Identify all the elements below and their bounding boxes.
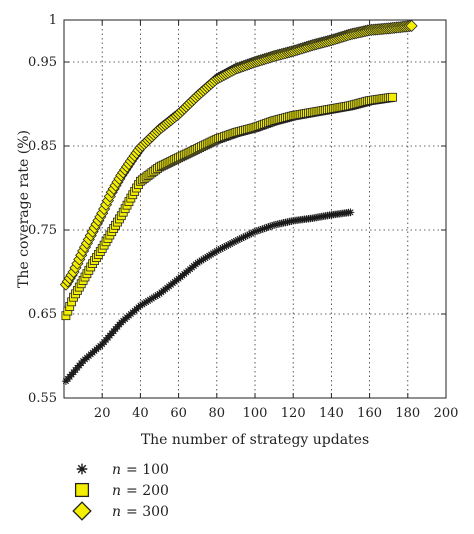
- series-n100-marker: [148, 294, 156, 303]
- series-n300: [59, 19, 418, 291]
- series-n100-marker: [232, 237, 240, 245]
- series-n100-marker: [197, 256, 206, 265]
- x-tick-label: 200: [434, 406, 459, 421]
- series-n100-marker: [226, 240, 234, 248]
- series-n100-marker: [136, 301, 145, 310]
- series-n100-marker: [199, 255, 208, 264]
- data-series: [59, 19, 418, 385]
- y-tick-label: 1: [49, 13, 57, 28]
- x-tick-label: 40: [132, 406, 149, 421]
- series-n100-marker: [209, 249, 217, 258]
- legend-label: n = 200: [112, 483, 169, 499]
- series-n100-marker: [220, 243, 229, 251]
- series-n100-marker: [251, 227, 259, 236]
- series-n100-marker: [205, 251, 213, 260]
- legend-value: = 100: [126, 462, 169, 478]
- axis-ticks: 20 40 60 80 100 120 140 160 180 200 0.55 0.65 0.75 0.…: [28, 13, 458, 421]
- x-tick-label: 20: [94, 406, 111, 421]
- legend-variable: n: [112, 483, 121, 499]
- series-n100-marker: [249, 228, 257, 237]
- series-n100-marker: [214, 246, 223, 254]
- x-axis-title: The number of strategy updates: [141, 432, 369, 448]
- series-n100-marker: [258, 225, 267, 233]
- legend-marker: [76, 463, 88, 475]
- legend-value: = 200: [126, 483, 169, 499]
- legend-entry-n100: n = 100: [76, 462, 169, 478]
- y-tick-label: 0.75: [28, 223, 57, 238]
- legend-label: n = 100: [112, 462, 169, 478]
- x-tick-label: 60: [170, 406, 187, 421]
- legend-entry-n200: n = 200: [74, 482, 169, 499]
- series-n200: [61, 92, 397, 321]
- y-tick-label: 0.85: [28, 139, 57, 154]
- legend-marker: [74, 482, 90, 498]
- x-tick-label: 100: [243, 406, 268, 421]
- series-n100-marker: [149, 293, 158, 302]
- series-n100-marker: [140, 299, 149, 308]
- series-n100-marker: [237, 234, 246, 242]
- legend-entry-n300: n = 300: [72, 501, 169, 521]
- legend-variable: n: [112, 462, 121, 478]
- series-n100-marker: [151, 292, 160, 300]
- series-n100-marker: [255, 226, 263, 235]
- y-axis-title: The coverage rate (%): [16, 130, 32, 288]
- series-n100-marker: [146, 295, 154, 304]
- x-tick-label: 140: [319, 406, 344, 421]
- series-n100-marker: [207, 250, 215, 259]
- series-n100-marker: [195, 257, 204, 266]
- legend-label: n = 300: [112, 504, 169, 520]
- series-n100-marker: [243, 231, 252, 240]
- series-n100-marker: [142, 298, 150, 306]
- series-n100-marker: [253, 227, 261, 235]
- series-n100-marker: [224, 241, 233, 249]
- y-tick-label: 0.65: [28, 307, 57, 322]
- x-tick-label: 160: [357, 406, 382, 421]
- series-n100-marker: [144, 297, 152, 305]
- legend-variable: n: [112, 504, 121, 520]
- series-n100-marker: [211, 248, 219, 256]
- y-tick-label: 0.95: [28, 55, 57, 70]
- series-n100-marker: [228, 239, 236, 247]
- series-n100-marker: [247, 229, 255, 238]
- series-n100-marker: [203, 253, 212, 261]
- series-n300-marker: [405, 19, 418, 32]
- x-tick-label: 80: [209, 406, 226, 421]
- x-tick-label: 180: [395, 406, 420, 421]
- series-n100-marker: [230, 238, 238, 246]
- series-n100-marker: [201, 254, 210, 262]
- series-n100-marker: [222, 242, 231, 250]
- series-n100-marker: [216, 245, 225, 253]
- x-tick-label: 120: [281, 406, 306, 421]
- series-n100-marker: [260, 224, 269, 233]
- y-tick-label: 0.55: [28, 391, 57, 406]
- legend-value: = 300: [126, 504, 169, 520]
- series-n100-marker: [213, 247, 221, 255]
- legend-marker: [72, 501, 92, 521]
- series-n100-marker: [239, 233, 248, 242]
- series-n100-marker: [266, 222, 275, 231]
- series-n100-marker: [234, 236, 242, 244]
- series-n100-marker: [241, 232, 250, 241]
- legend: n = 100 n = 200 n = 300: [72, 462, 169, 521]
- series-n100-marker: [218, 244, 227, 252]
- series-n100: [62, 208, 355, 385]
- series-n100-marker: [138, 300, 147, 309]
- series-n100-marker: [153, 291, 162, 299]
- series-n100-marker: [264, 223, 273, 231]
- series-n100-marker: [235, 235, 244, 243]
- series-n200-marker: [388, 92, 397, 102]
- series-n100-marker: [262, 223, 271, 232]
- series-n100-marker: [268, 221, 276, 230]
- series-n100-marker: [193, 258, 202, 267]
- series-n100-marker: [346, 208, 355, 217]
- series-n100-marker: [245, 230, 254, 239]
- series-n100-marker: [256, 225, 265, 234]
